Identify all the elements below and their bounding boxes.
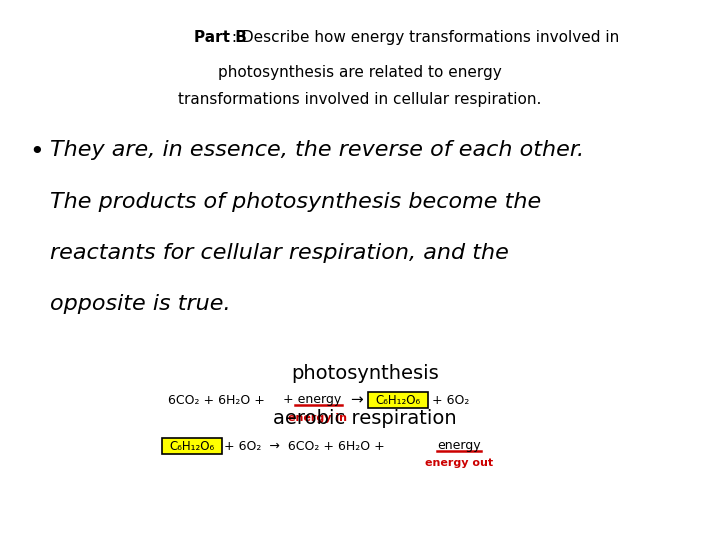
Text: energy in: energy in <box>289 413 348 423</box>
Text: photosynthesis are related to energy: photosynthesis are related to energy <box>218 65 502 80</box>
Text: →: → <box>350 393 363 408</box>
Text: + energy: + energy <box>283 394 341 407</box>
Text: The products of photosynthesis become the: The products of photosynthesis become th… <box>50 192 541 212</box>
Text: energy: energy <box>437 440 481 453</box>
Text: photosynthesis: photosynthesis <box>291 364 439 383</box>
Text: They are, in essence, the reverse of each other.: They are, in essence, the reverse of eac… <box>50 140 585 160</box>
Text: reactants for cellular respiration, and the: reactants for cellular respiration, and … <box>50 243 509 263</box>
Text: Part B: Part B <box>194 30 247 45</box>
Text: C₆H₁₂O₆: C₆H₁₂O₆ <box>169 440 215 453</box>
Text: + 6O₂  →  6CO₂ + 6H₂O +: + 6O₂ → 6CO₂ + 6H₂O + <box>224 440 384 453</box>
Text: C₆H₁₂O₆: C₆H₁₂O₆ <box>375 394 420 407</box>
Text: + 6O₂: + 6O₂ <box>432 394 469 407</box>
Text: aerobic respiration: aerobic respiration <box>273 409 456 428</box>
Text: opposite is true.: opposite is true. <box>50 294 231 314</box>
Text: energy out: energy out <box>425 458 493 468</box>
Text: : Describe how energy transformations involved in: : Describe how energy transformations in… <box>227 30 619 45</box>
Bar <box>162 438 222 454</box>
Bar <box>368 392 428 408</box>
Text: 6CO₂ + 6H₂O +: 6CO₂ + 6H₂O + <box>168 394 265 407</box>
Text: •: • <box>29 140 43 164</box>
Text: transformations involved in cellular respiration.: transformations involved in cellular res… <box>179 92 541 107</box>
